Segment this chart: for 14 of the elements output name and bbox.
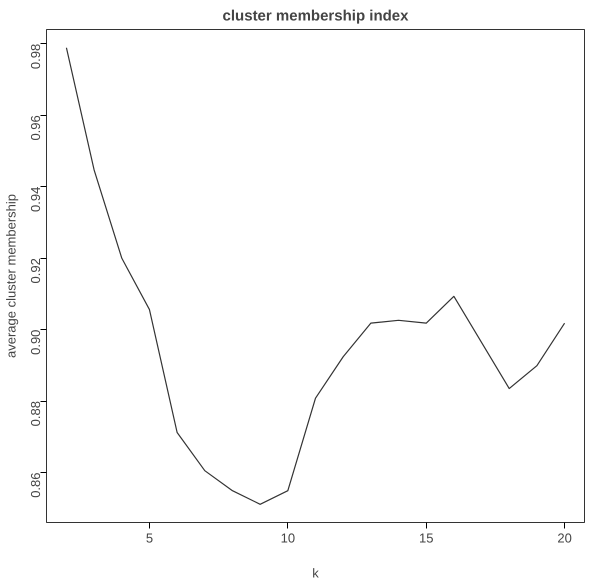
- y-tick-label: 0.90: [28, 330, 43, 355]
- y-tick-label: 0.88: [28, 401, 43, 426]
- y-tick-label: 0.98: [28, 44, 43, 70]
- chart-title: cluster membership index: [222, 8, 410, 24]
- x-tick-label: 5: [146, 530, 154, 546]
- x-tick-label: 20: [557, 530, 572, 546]
- y-tick-label: 0.94: [28, 186, 43, 212]
- y-axis-title: average cluster membership: [4, 194, 18, 358]
- x-axis-title: k: [312, 566, 320, 580]
- x-tick-label: 15: [418, 530, 434, 546]
- y-tick-label: 0.92: [28, 258, 43, 284]
- x-tick-label: 10: [280, 530, 296, 546]
- y-tick-label: 0.86: [28, 472, 43, 498]
- y-tick-label: 0.96: [28, 115, 43, 141]
